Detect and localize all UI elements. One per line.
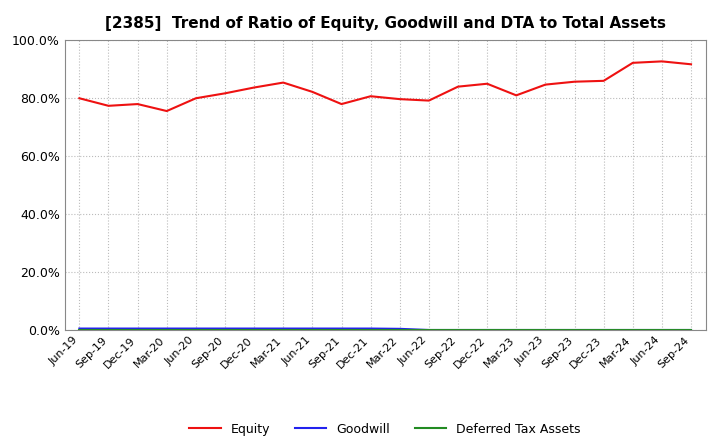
- Equity: [133, 102, 142, 107]
- Equity: [570, 79, 579, 84]
- Deferred Tax Assets: [104, 327, 113, 332]
- Goodwill: [483, 327, 492, 333]
- Deferred Tax Assets: [541, 327, 550, 332]
- Deferred Tax Assets: [163, 327, 171, 332]
- Equity: [75, 95, 84, 101]
- Equity: [192, 95, 200, 101]
- Deferred Tax Assets: [192, 327, 200, 332]
- Equity: [250, 85, 258, 90]
- Equity: [425, 98, 433, 103]
- Deferred Tax Assets: [599, 327, 608, 332]
- Deferred Tax Assets: [308, 327, 317, 332]
- Goodwill: [220, 326, 229, 331]
- Equity: [279, 80, 287, 85]
- Equity: [163, 108, 171, 114]
- Goodwill: [163, 326, 171, 331]
- Equity: [599, 78, 608, 84]
- Goodwill: [104, 326, 113, 331]
- Goodwill: [629, 327, 637, 333]
- Goodwill: [192, 326, 200, 331]
- Deferred Tax Assets: [629, 327, 637, 332]
- Equity: [483, 81, 492, 86]
- Goodwill: [337, 326, 346, 331]
- Line: Goodwill: Goodwill: [79, 329, 691, 330]
- Deferred Tax Assets: [483, 327, 492, 332]
- Equity: [104, 103, 113, 108]
- Equity: [395, 96, 404, 102]
- Deferred Tax Assets: [337, 327, 346, 332]
- Deferred Tax Assets: [220, 327, 229, 332]
- Equity: [657, 59, 666, 64]
- Line: Equity: Equity: [79, 61, 691, 111]
- Goodwill: [395, 326, 404, 331]
- Deferred Tax Assets: [657, 327, 666, 332]
- Goodwill: [541, 327, 550, 333]
- Equity: [454, 84, 462, 89]
- Goodwill: [250, 326, 258, 331]
- Deferred Tax Assets: [570, 327, 579, 332]
- Goodwill: [570, 327, 579, 333]
- Goodwill: [133, 326, 142, 331]
- Goodwill: [279, 326, 287, 331]
- Legend: Equity, Goodwill, Deferred Tax Assets: Equity, Goodwill, Deferred Tax Assets: [184, 418, 586, 440]
- Deferred Tax Assets: [133, 327, 142, 332]
- Deferred Tax Assets: [279, 327, 287, 332]
- Deferred Tax Assets: [75, 327, 84, 332]
- Deferred Tax Assets: [366, 327, 375, 332]
- Deferred Tax Assets: [250, 327, 258, 332]
- Equity: [629, 60, 637, 66]
- Goodwill: [454, 327, 462, 333]
- Goodwill: [425, 327, 433, 333]
- Goodwill: [366, 326, 375, 331]
- Deferred Tax Assets: [512, 327, 521, 332]
- Deferred Tax Assets: [425, 327, 433, 332]
- Equity: [687, 62, 696, 67]
- Equity: [337, 102, 346, 107]
- Goodwill: [75, 326, 84, 331]
- Equity: [512, 93, 521, 98]
- Deferred Tax Assets: [395, 327, 404, 332]
- Equity: [366, 94, 375, 99]
- Deferred Tax Assets: [454, 327, 462, 332]
- Goodwill: [512, 327, 521, 333]
- Goodwill: [599, 327, 608, 333]
- Equity: [308, 89, 317, 95]
- Deferred Tax Assets: [687, 327, 696, 332]
- Goodwill: [687, 327, 696, 333]
- Goodwill: [657, 327, 666, 333]
- Title: [2385]  Trend of Ratio of Equity, Goodwill and DTA to Total Assets: [2385] Trend of Ratio of Equity, Goodwil…: [104, 16, 666, 32]
- Equity: [220, 91, 229, 96]
- Equity: [541, 82, 550, 87]
- Goodwill: [308, 326, 317, 331]
